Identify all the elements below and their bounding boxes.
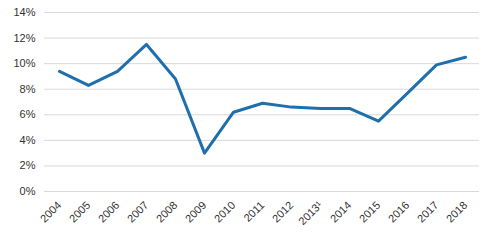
svg-text:2006: 2006 <box>96 199 122 225</box>
svg-text:2007: 2007 <box>125 199 151 225</box>
svg-text:2005: 2005 <box>67 199 93 225</box>
svg-text:2016: 2016 <box>386 199 412 225</box>
svg-text:12%: 12% <box>13 32 35 44</box>
svg-text:2015: 2015 <box>357 199 383 225</box>
svg-text:2008: 2008 <box>154 199 180 225</box>
svg-text:10%: 10% <box>13 57 35 69</box>
svg-text:4%: 4% <box>20 134 36 146</box>
svg-text:2010: 2010 <box>212 199 238 225</box>
svg-text:6%: 6% <box>20 108 36 120</box>
svg-text:2011: 2011 <box>241 199 266 224</box>
svg-text:2013¹: 2013¹ <box>296 199 325 228</box>
svg-text:2014: 2014 <box>328 199 354 225</box>
svg-text:14%: 14% <box>13 6 35 18</box>
svg-text:2018: 2018 <box>444 199 470 225</box>
svg-text:2012: 2012 <box>270 199 296 225</box>
svg-text:0%: 0% <box>20 185 36 197</box>
svg-text:2%: 2% <box>20 159 36 171</box>
svg-text:2009: 2009 <box>183 199 209 225</box>
svg-text:2004: 2004 <box>38 199 64 225</box>
svg-text:2017: 2017 <box>415 199 441 225</box>
svg-text:8%: 8% <box>20 83 36 95</box>
